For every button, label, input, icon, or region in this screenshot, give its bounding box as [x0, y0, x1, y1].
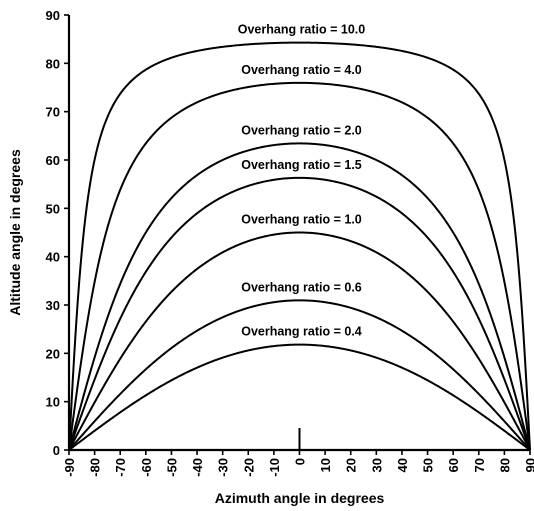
y-tick-label: 30	[46, 298, 60, 313]
axes-group: 0 10 20 30 40 50 60 70 80 90 -90 -80 -70 -60 -50 -40 -30…	[46, 8, 534, 477]
y-tick-label: 50	[46, 201, 60, 216]
x-tick-label: -40	[190, 458, 205, 477]
y-tick-label: 0	[53, 443, 60, 458]
y-tick-label: 40	[46, 250, 60, 265]
x-tick-label: -10	[267, 458, 282, 477]
x-tick-label: 70	[472, 458, 487, 472]
series-label: Overhang ratio = 10.0	[238, 23, 366, 37]
x-tick-label: 50	[421, 458, 436, 472]
x-tick-label: 20	[344, 458, 359, 472]
x-tick-label: -70	[113, 458, 128, 477]
y-tick-label: 10	[46, 395, 60, 410]
series-label: Overhang ratio = 2.0	[241, 123, 362, 137]
x-tick-label: 10	[318, 458, 333, 472]
series-line	[68, 343, 531, 451]
x-tick-label: 40	[395, 458, 410, 472]
x-tick-label: -50	[164, 458, 179, 477]
y-tick-label: 20	[46, 346, 60, 361]
series-line	[68, 299, 531, 451]
series-label: Overhang ratio = 0.4	[241, 325, 362, 339]
series-line	[68, 176, 531, 451]
x-tick-label: 90	[523, 458, 534, 472]
x-tick-label: 60	[446, 458, 461, 472]
x-axis-title: Azimuth angle in degrees	[215, 490, 385, 506]
x-tick-label: -60	[139, 458, 154, 477]
x-tick-label: -80	[88, 458, 103, 477]
x-tick-label: 30	[369, 458, 384, 472]
y-tick-label: 90	[46, 8, 60, 23]
series-label: Overhang ratio = 4.0	[241, 63, 362, 77]
x-tick-label: -20	[241, 458, 256, 477]
series-line	[68, 231, 531, 451]
x-tick-label: 0	[293, 458, 308, 465]
x-tick-label: -30	[216, 458, 231, 477]
series-label: Overhang ratio = 1.0	[241, 213, 362, 227]
series-label: Overhang ratio = 0.6	[241, 280, 362, 294]
curve-labels-group: Overhang ratio = 10.0 Overhang ratio = 4.…	[238, 23, 366, 339]
y-tick-label: 60	[46, 153, 60, 168]
series-line	[68, 142, 531, 451]
y-tick-label: 70	[46, 105, 60, 120]
y-axis-title: Altitude angle in degrees	[7, 149, 23, 316]
series-label: Overhang ratio = 1.5	[241, 158, 362, 172]
y-tick-label: 80	[46, 56, 60, 71]
series-line	[68, 81, 531, 451]
series-line	[68, 41, 531, 451]
x-tick-label: 80	[497, 458, 512, 472]
curves-group	[68, 41, 531, 451]
x-tick-label: -90	[62, 458, 77, 477]
